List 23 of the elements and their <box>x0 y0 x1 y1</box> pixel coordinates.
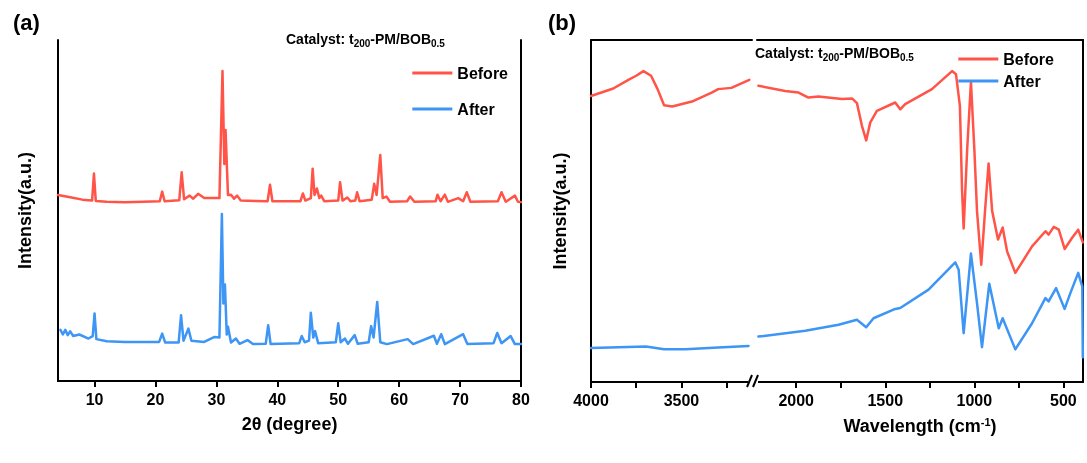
chart-title: (a) <box>13 9 40 35</box>
x-tick-label: 1000 <box>956 391 993 409</box>
x-tick-label: 30 <box>207 390 226 408</box>
legend-label: After <box>1003 72 1041 90</box>
legend-label: After <box>457 100 495 118</box>
y-axis-title: Intensity(a.u.) <box>15 151 35 270</box>
x-tick-label: 80 <box>512 390 530 408</box>
x-tick-label: 60 <box>390 390 409 408</box>
x-tick-label: 1500 <box>867 391 904 409</box>
legend-label: Before <box>1003 50 1055 68</box>
x-tick-label: 50 <box>329 390 348 408</box>
x-axis-title: 2θ (degree) <box>241 414 338 434</box>
x-tick-label: 500 <box>1050 391 1077 409</box>
chart-title: (b) <box>548 9 577 35</box>
x-tick-label: 2000 <box>778 391 815 409</box>
x-tick-label: 40 <box>268 390 287 408</box>
x-tick-label: 3500 <box>663 391 700 409</box>
x-tick-label: 70 <box>451 390 470 408</box>
x-tick-label: 10 <box>85 390 104 408</box>
legend-label: Before <box>457 64 509 82</box>
x-tick-label: 20 <box>146 390 165 408</box>
x-tick-label: 4000 <box>573 391 609 409</box>
y-axis-title: Intensity(a.u.) <box>550 152 570 270</box>
